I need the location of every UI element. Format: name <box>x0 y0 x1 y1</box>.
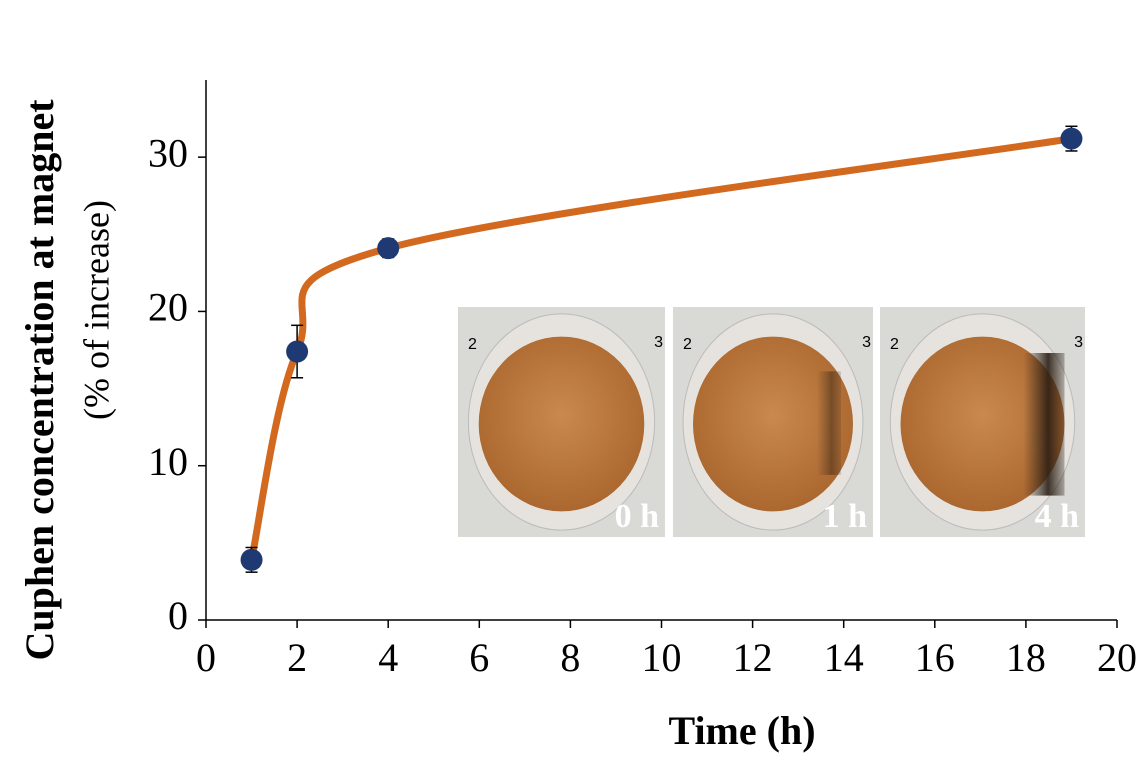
y-tick-label: 30 <box>148 130 188 175</box>
data-point <box>377 237 400 260</box>
y-axis-sublabel: (% of increase) <box>76 200 116 420</box>
y-tick-label: 20 <box>148 285 188 330</box>
magnet-shadow <box>817 371 841 475</box>
magnet-shadow <box>1023 353 1065 496</box>
x-tick-label: 16 <box>915 635 955 680</box>
inset-photo: 2 3 4 h <box>880 307 1085 537</box>
well-number: 2 <box>468 336 477 353</box>
well-liquid <box>693 336 853 512</box>
well-number: 3 <box>862 334 871 351</box>
inset-photo: 2 3 1 h <box>673 307 873 537</box>
inset-label: 4 h <box>1035 498 1080 535</box>
well-number: 2 <box>890 336 899 353</box>
x-tick-label: 14 <box>824 635 864 680</box>
trend-line <box>248 135 1075 564</box>
x-axis-label: Time (h) <box>668 708 815 753</box>
x-tick-label: 18 <box>1006 635 1046 680</box>
x-tick-label: 20 <box>1097 635 1137 680</box>
x-tick-label: 4 <box>378 635 398 680</box>
x-tick-label: 8 <box>560 635 580 680</box>
data-point <box>1060 127 1083 150</box>
y-tick-label: 0 <box>168 593 188 638</box>
inset-photo: 2 3 0 h <box>458 307 665 537</box>
well-liquid <box>478 336 645 512</box>
x-tick-label: 12 <box>733 635 773 680</box>
well-number: 3 <box>654 334 663 351</box>
well-number: 2 <box>683 336 692 353</box>
well-number: 3 <box>1074 334 1083 351</box>
y-tick-label: 10 <box>148 439 188 484</box>
x-tick-label: 10 <box>642 635 682 680</box>
y-axis-label: Cuphen concentration at magnet <box>17 99 62 661</box>
inset-label: 1 h <box>823 498 868 535</box>
x-tick-label: 6 <box>469 635 489 680</box>
x-tick-label: 2 <box>287 635 307 680</box>
x-tick-label: 0 <box>196 635 216 680</box>
data-point <box>240 548 263 571</box>
inset-label: 0 h <box>615 498 660 535</box>
data-point <box>286 340 309 363</box>
